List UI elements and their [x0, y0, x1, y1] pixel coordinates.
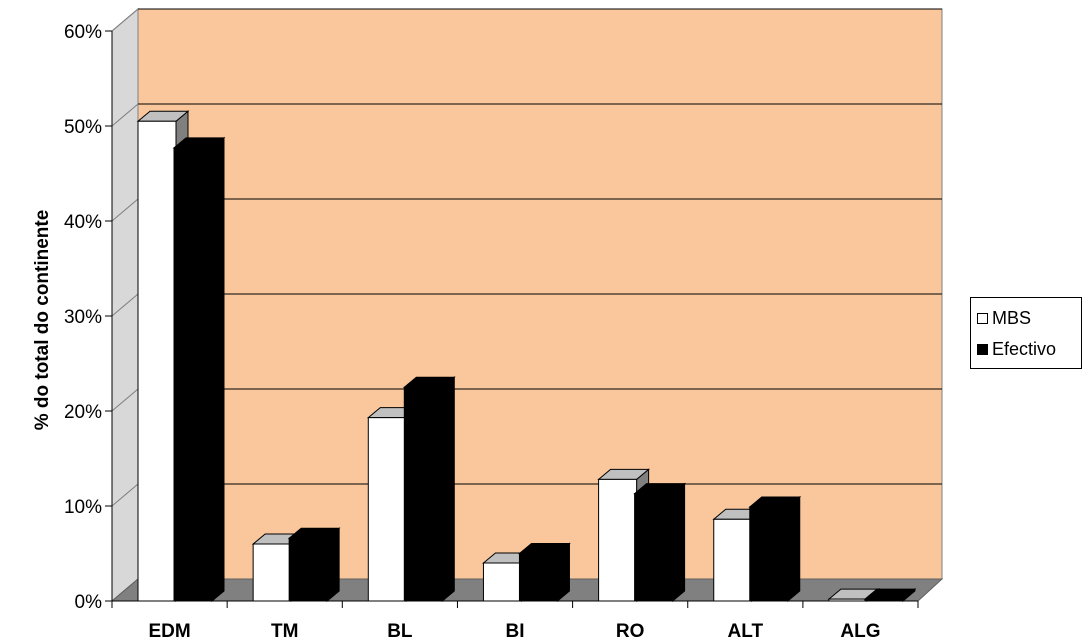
- bar-efectivo-edm: [172, 136, 226, 603]
- legend-label-efectivo: Efectivo: [992, 338, 1057, 359]
- bar-front: [137, 120, 177, 602]
- gridline-diagonal: [111, 483, 139, 507]
- bar-front: [482, 562, 522, 602]
- bar-side: [787, 495, 801, 603]
- gridline-diagonal: [111, 198, 139, 222]
- legend-swatch-mbs: [977, 312, 988, 324]
- x-tick-labels: EDM TM BL BI RO ALT ALG: [148, 621, 880, 642]
- y-axis-label: % do total do continente: [32, 210, 53, 431]
- legend-item-mbs: MBS: [977, 306, 1031, 330]
- bar-front: [518, 553, 558, 602]
- bar-front: [288, 537, 328, 602]
- chart-walls: [110, 7, 944, 603]
- bar-side: [441, 376, 455, 603]
- bar-front: [713, 518, 753, 602]
- x-tick-label-tm: TM: [271, 621, 298, 642]
- bar-efectivo-bi: [518, 542, 571, 603]
- y-tick-label: 60%: [64, 22, 102, 43]
- y-tick-label: 0%: [75, 592, 103, 613]
- bar-front: [634, 493, 674, 602]
- y-tick-label: 30%: [64, 307, 102, 328]
- legend-swatch-efectivo: [977, 343, 988, 355]
- bar-efectivo-bl: [402, 376, 456, 603]
- bar-side: [211, 136, 225, 603]
- gridline-diagonal: [111, 103, 139, 127]
- x-tick-label-alt: ALT: [728, 621, 764, 642]
- bar-efectivo-alt: [748, 495, 802, 603]
- bar-front: [598, 478, 638, 602]
- bar-front: [367, 417, 407, 602]
- y-tick-label: 40%: [64, 212, 102, 233]
- axes: [105, 30, 919, 608]
- y-tick-labels: 0% 10% 20% 30% 40% 50% 60%: [64, 22, 102, 613]
- y-tick-label: 50%: [64, 117, 102, 138]
- bar-efectivo-alg: [863, 588, 917, 603]
- bar-front: [173, 147, 213, 602]
- y-tick-label: 10%: [64, 497, 102, 518]
- bar-front: [403, 386, 443, 602]
- y-tick-label: 20%: [64, 402, 102, 423]
- gridline-diagonal: [111, 293, 139, 317]
- x-tick-label-bl: BL: [387, 621, 413, 642]
- gridline-diagonal: [111, 388, 139, 412]
- gridline-diagonal: [111, 8, 139, 32]
- bar-front: [749, 506, 789, 602]
- bar-efectivo-ro: [633, 482, 686, 603]
- bar-front: [252, 543, 292, 602]
- x-tick-label-ro: RO: [616, 621, 645, 642]
- bar-side: [326, 527, 340, 603]
- legend: MBS Efectivo: [970, 297, 1082, 369]
- x-tick-label-edm: EDM: [148, 621, 190, 642]
- x-tick-label-bi: BI: [506, 621, 525, 642]
- bar-efectivo-tm: [287, 527, 341, 603]
- gridlines: [111, 8, 942, 507]
- x-tick-label-alg: ALG: [840, 621, 880, 642]
- bar-side: [672, 482, 686, 603]
- legend-item-efectivo: Efectivo: [977, 337, 1056, 361]
- legend-label-mbs: MBS: [992, 307, 1032, 328]
- bars: [136, 110, 917, 603]
